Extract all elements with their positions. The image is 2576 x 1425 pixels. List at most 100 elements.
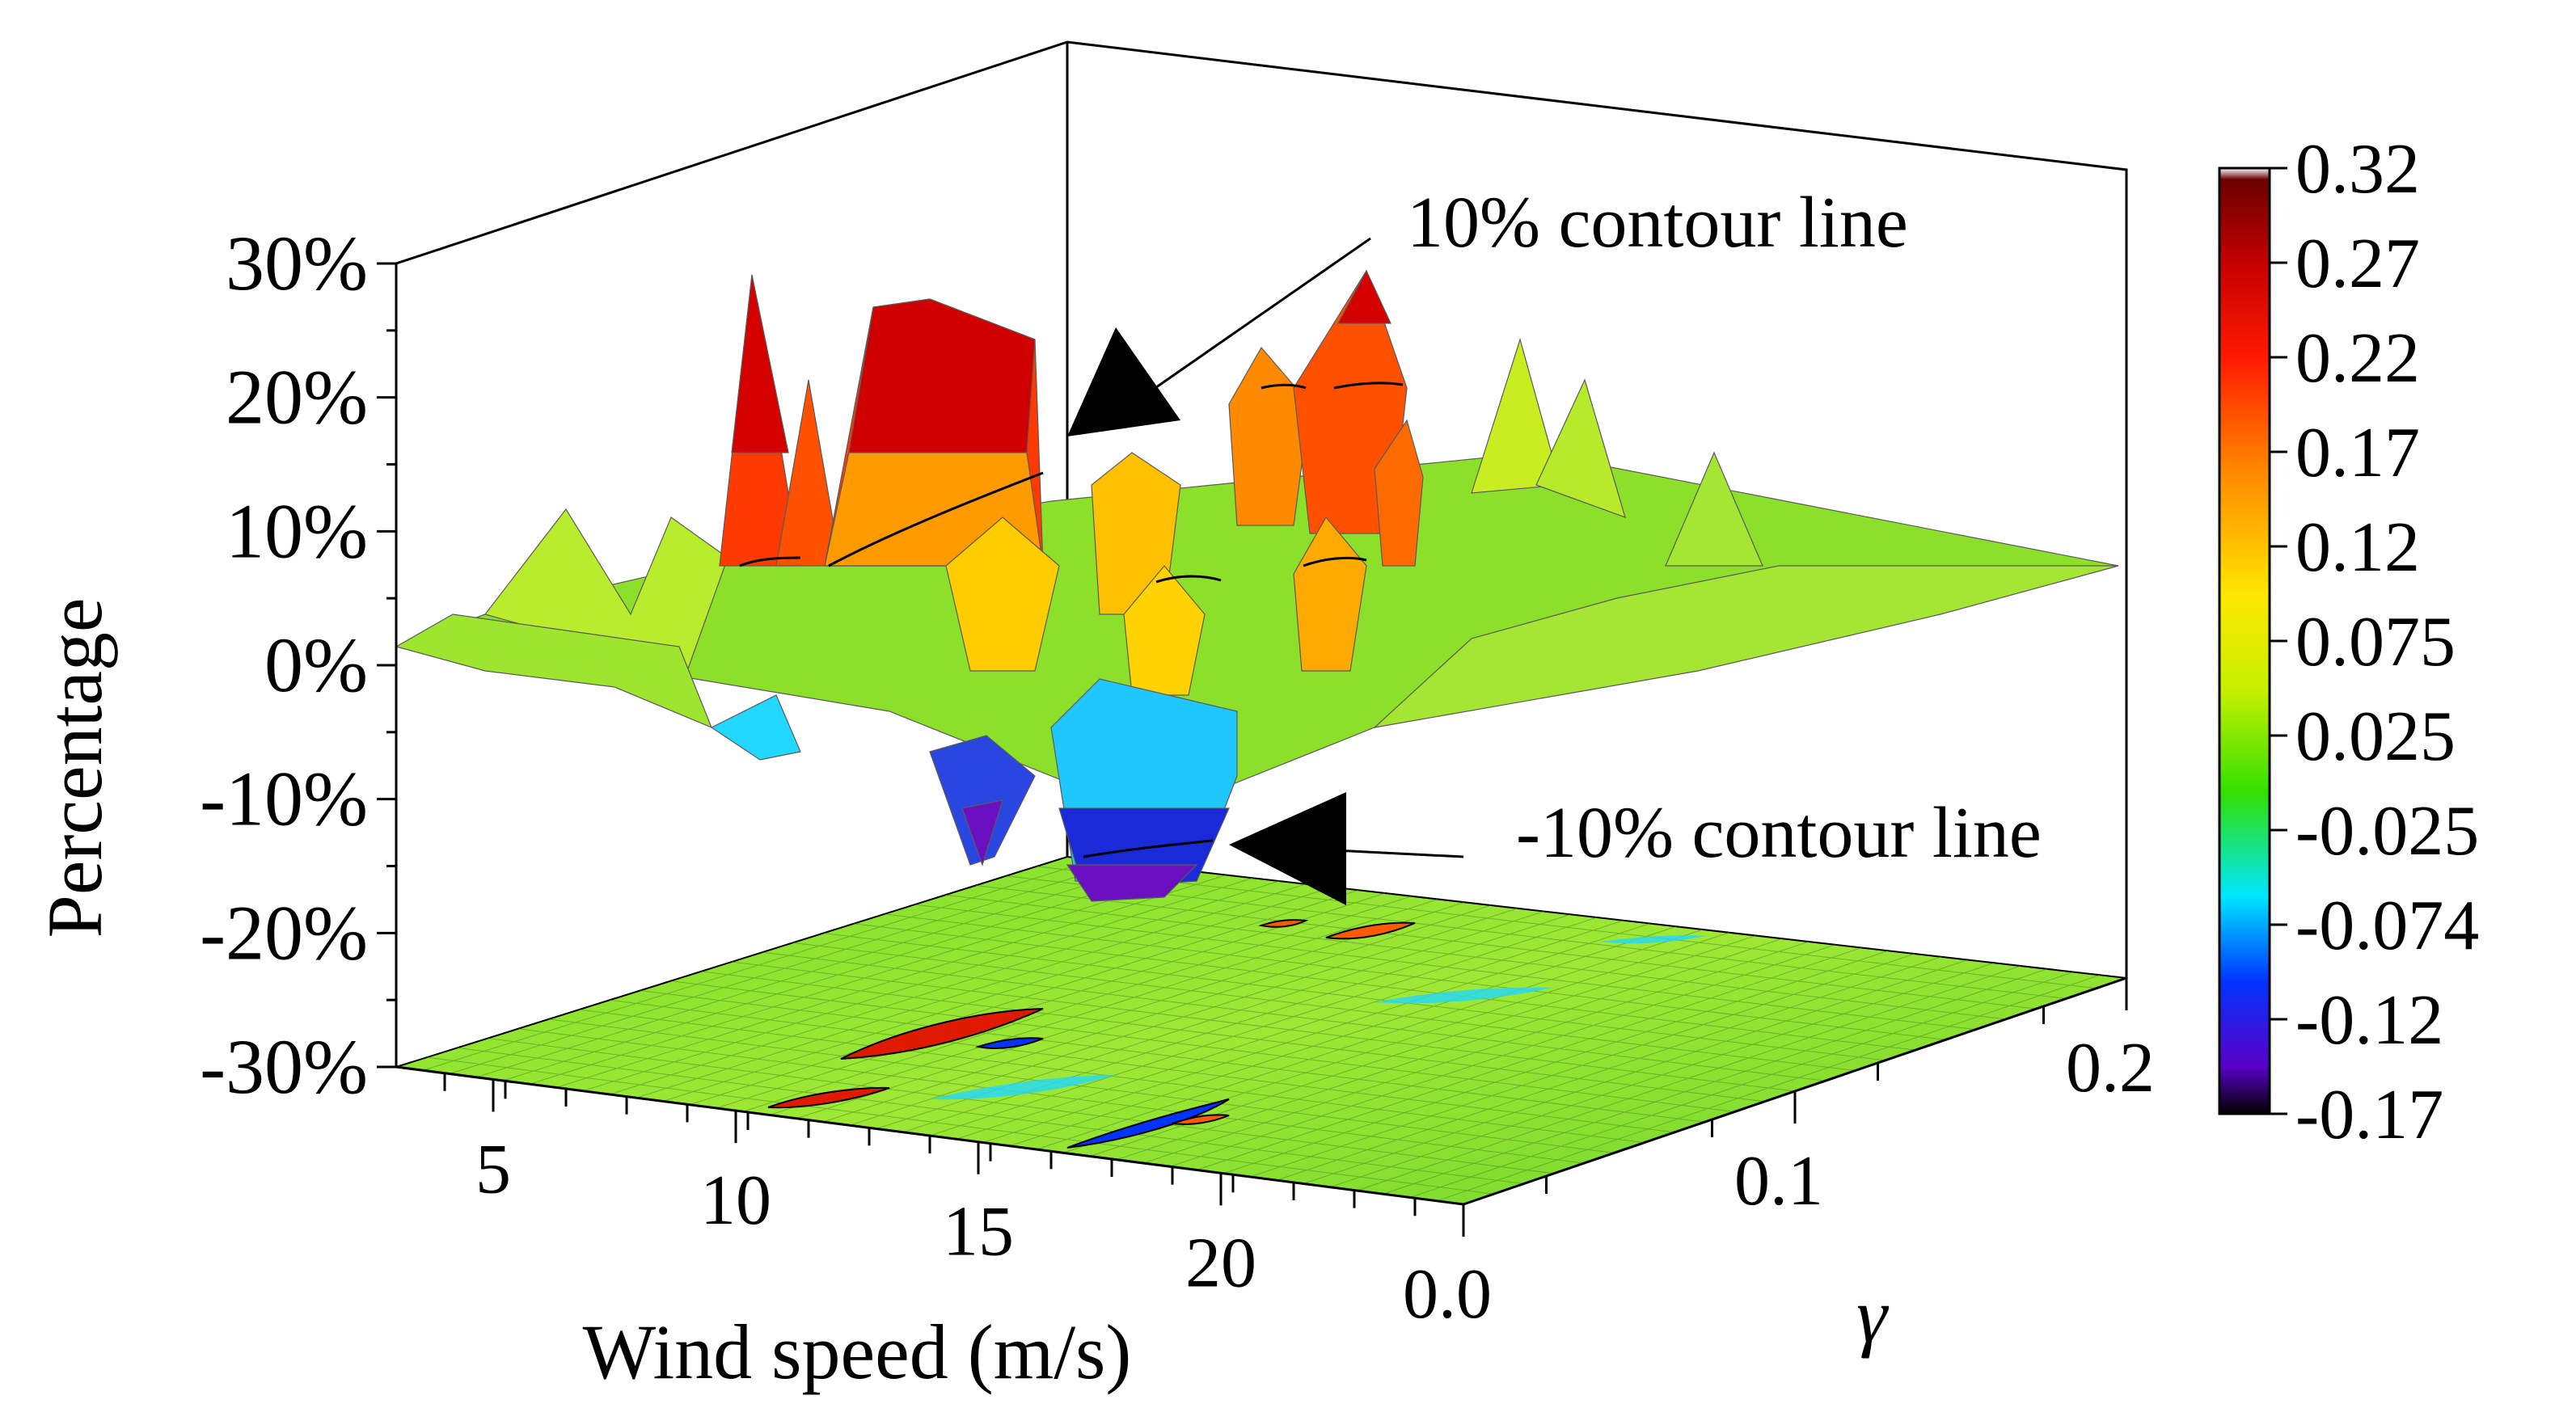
z-axis: 30% 20% 10% 0% -10% -20% -30% [200,220,398,1110]
annotation-10-leader [1131,237,1371,406]
colorbar-label: -0.025 [2295,792,2479,871]
surface-peak-e-tip [1337,269,1391,324]
z-tick-label: -20% [200,889,368,976]
gamma-axis: 0.0 0.1 0.2 [1403,976,2155,1334]
floor-grid-line [731,961,1796,1092]
floor-grid-line [1006,875,2067,999]
floor-cyan-1 [1375,987,1552,1004]
surface-right-spike-1 [1471,337,1561,494]
floor-grid-line [517,1028,1585,1164]
annotation-neg10-arrowhead [1229,792,1346,905]
surface-valley-a-bottom [1066,864,1198,902]
floor-grid-line [792,942,1856,1072]
floor-grid-line [762,951,1826,1081]
colorbar-ramp [2218,167,2271,1115]
colorbar-label: 0.22 [2295,319,2420,398]
surface-valley-b-bottom [961,799,1003,866]
colorbar-label: -0.17 [2295,1076,2443,1154]
colorbar-label: 0.025 [2295,698,2456,776]
x-tick-label: 20 [1185,1224,1256,1302]
floor-grid-line [884,913,1946,1040]
colorbar-label: -0.12 [2295,981,2443,1060]
surface-peak-c-upper [848,298,1036,453]
x-tick-label: 5 [475,1130,511,1208]
colorbar-label: -0.074 [2295,887,2479,965]
z-axis-title: Percentage [32,597,118,938]
floor-cyan-3 [1601,935,1706,944]
floor-grid-line [1037,866,2097,989]
floor-grid-line [823,933,1886,1061]
colorbar-labels: 0.32 0.27 0.22 0.17 0.12 0.075 0.025 -0.025 -0.0… [2270,130,2479,1154]
surface-green-ridge-1 [1373,565,2119,728]
annotation-neg10-label: -10% contour line [1516,793,2042,873]
gamma-tick-label: 0.2 [2066,1029,2155,1107]
gamma-tick-label: 0.0 [1403,1255,1492,1334]
colorbar-label: 0.12 [2295,508,2420,587]
z-tick-label: -30% [200,1023,368,1110]
contour-10-c [1261,383,1307,390]
surface-peak-d [1228,346,1311,526]
annotation-10-label: 10% contour line [1407,183,1908,263]
floor-orange-2 [1258,919,1309,928]
floor-grid-line [853,923,1916,1051]
colorbar-label: 0.17 [2295,414,2420,492]
surface-peak-f [1293,516,1367,672]
surface-peak-j [1374,419,1424,567]
annotation-10-arrowhead [1067,327,1180,436]
surface-foreground-left [395,613,713,729]
floor-grid-line [914,904,1976,1031]
z-tick-label: 0% [264,622,368,708]
floor-grid-line [610,999,1674,1133]
z-tick-label: 30% [226,220,368,306]
floor-grid-line [640,989,1705,1123]
floor-grid-line [488,1038,1554,1174]
contour-10-f [1303,556,1367,567]
annotation-10: 10% contour line [1067,183,1908,436]
contour-10-a [739,556,801,567]
floor-orange-1 [1325,921,1416,940]
floor-contours [767,919,1706,1149]
contour-10-d [1333,382,1404,390]
contour-10-e [1155,575,1222,584]
x-axis: 5 10 15 20 [395,1065,1464,1302]
surface-peak-i [1123,565,1206,696]
x-axis-title: Wind speed (m/s) [583,1309,1132,1395]
x-tick-label: 15 [943,1193,1014,1271]
colorbar-label: 0.075 [2295,603,2456,681]
floor-blue-band-2 [975,1037,1044,1049]
surface-contours [739,382,1404,858]
floor-grid-line [945,894,2006,1020]
z-tick-label: 20% [226,354,368,441]
surface-peak-h [945,516,1060,672]
floor-grid-line [426,1056,1494,1195]
surface-cyan-foot [710,694,801,761]
floor-grid-line [548,1018,1615,1153]
colorbar-label: 0.32 [2295,130,2420,209]
surface-right-spike-2 [1535,378,1626,518]
gamma-axis-title: γ [1856,1272,1889,1359]
floor-blue-band-1 [1066,1098,1230,1149]
floor-grid-line [670,980,1735,1112]
surface-peak-a-upper [731,274,789,453]
surface-valley-b [929,735,1036,866]
x-tick-label: 10 [700,1162,771,1240]
surface [395,269,2119,902]
surface-peak-b [775,379,842,567]
annotation-neg10: -10% contour line [1229,792,2042,905]
floor-cyan-2 [930,1075,1116,1100]
floor-orange-3 [1172,1114,1230,1125]
colorbar-label: 0.27 [2295,225,2420,303]
floor-grid-line [975,884,2037,1010]
floor-grid-line [457,1047,1524,1185]
contour-neg10-a [1083,839,1214,858]
surface-right-spike-3 [1665,451,1763,567]
floor-grid [422,859,2101,1202]
floor-red-band-2 [767,1086,890,1109]
z-tick-label: -10% [200,756,368,842]
z-tick-label: 10% [226,487,368,574]
floor-grid-line [701,971,1765,1102]
colorbar: 0.32 0.27 0.22 0.17 0.12 0.075 0.025 -0.025 -0.0… [2218,130,2479,1154]
gamma-tick-label: 0.1 [1734,1142,1823,1221]
floor-red-band-1 [840,1008,1044,1060]
